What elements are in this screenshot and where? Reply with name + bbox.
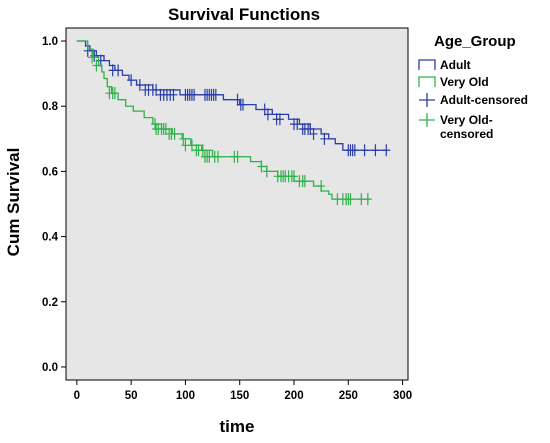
censored-mark-adult xyxy=(275,113,284,126)
censored-mark-very-old xyxy=(170,127,179,140)
censored-mark-adult xyxy=(135,79,144,92)
censored-mark-very-old xyxy=(187,139,196,152)
x-tick-label: 50 xyxy=(125,390,138,402)
y-tick-label: 1.0 xyxy=(42,36,58,48)
legend-swatch-adult-censored xyxy=(419,93,435,107)
censored-mark-adult xyxy=(211,88,220,101)
y-tick-label: 0.4 xyxy=(42,232,59,244)
censored-mark-adult xyxy=(263,108,272,121)
censored-mark-very-old xyxy=(198,144,207,157)
censored-mark-very-old xyxy=(300,175,309,188)
series-layer xyxy=(76,40,391,206)
censored-mark-adult xyxy=(114,64,123,77)
x-tick-label: 100 xyxy=(176,390,195,402)
legend-swatch-very-old xyxy=(418,76,436,87)
plot-area xyxy=(65,27,409,381)
censored-mark-very-old xyxy=(88,51,97,64)
censored-mark-adult xyxy=(309,127,318,140)
y-axis-label: Cum Survival xyxy=(4,148,23,257)
x-tick-label: 150 xyxy=(230,390,249,402)
y-tick-label: 0.8 xyxy=(42,101,59,113)
censored-mark-very-old xyxy=(110,87,119,100)
censored-mark-adult xyxy=(127,74,136,87)
censored-mark-very-old xyxy=(317,180,326,193)
legend-swatch-very-old-censored xyxy=(419,113,435,127)
chart-title: Survival Functions xyxy=(168,5,320,24)
legend-label-very-old-censored: Very Old-censored xyxy=(440,113,493,141)
censored-mark-adult xyxy=(382,144,391,157)
y-tick-label: 0.0 xyxy=(42,362,58,374)
censored-mark-very-old xyxy=(346,193,355,206)
censored-mark-adult xyxy=(371,144,380,157)
y-tick-label: 0.2 xyxy=(42,297,58,309)
legend: Age_Group Adult Very Old Adult-censored Ver… xyxy=(418,33,528,141)
x-axis: 0 50 100 150 200 250 300 xyxy=(74,380,412,402)
y-tick-label: 0.6 xyxy=(42,166,58,178)
censored-mark-very-old xyxy=(179,132,188,145)
censored-mark-adult xyxy=(169,88,178,101)
censored-mark-very-old xyxy=(257,160,266,173)
censored-mark-very-old xyxy=(363,193,372,206)
censored-mark-adult xyxy=(190,88,199,101)
y-axis: 0.0 0.2 0.4 0.6 0.8 1.0 xyxy=(42,36,66,374)
censored-mark-adult xyxy=(350,144,359,157)
legend-label-adult: Adult xyxy=(440,58,471,72)
x-tick-label: 0 xyxy=(74,390,80,402)
censored-mark-very-old xyxy=(92,59,101,72)
x-tick-label: 300 xyxy=(393,390,412,402)
censored-mark-adult xyxy=(360,144,369,157)
legend-label-adult-censored: Adult-censored xyxy=(440,93,528,107)
censored-mark-adult xyxy=(320,132,329,145)
legend-title: Age_Group xyxy=(434,33,516,50)
legend-swatch-adult xyxy=(418,59,436,70)
x-tick-label: 200 xyxy=(284,390,303,402)
legend-label-very-old: Very Old xyxy=(440,75,489,89)
censored-mark-adult xyxy=(238,98,247,111)
censored-mark-adult xyxy=(152,83,161,96)
censored-mark-very-old xyxy=(214,150,222,163)
x-tick-label: 250 xyxy=(339,390,358,402)
censored-mark-adult xyxy=(293,118,302,131)
censored-mark-very-old xyxy=(262,165,271,178)
censored-mark-very-old xyxy=(290,170,298,183)
censored-mark-very-old xyxy=(233,150,242,163)
x-axis-label: time xyxy=(220,417,255,436)
